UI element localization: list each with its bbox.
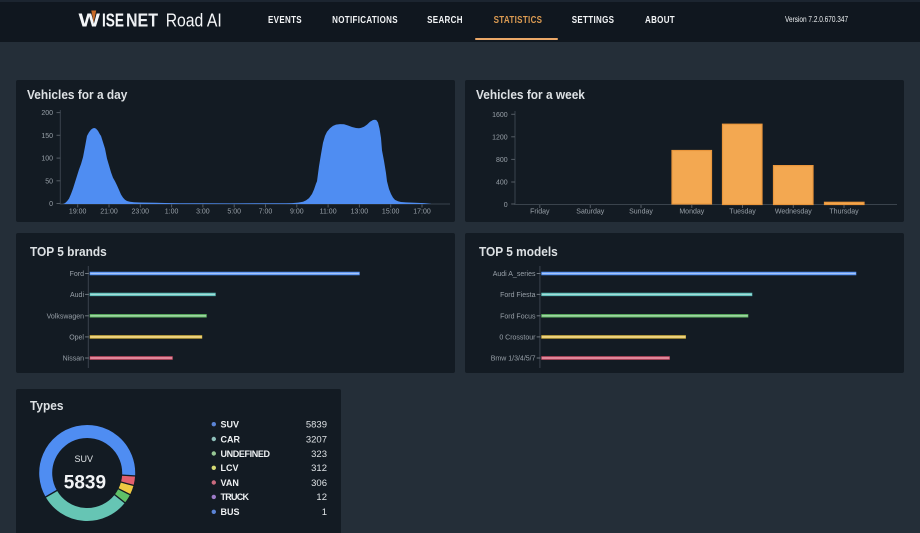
svg-text:50: 50: [45, 178, 53, 185]
svg-text:100: 100: [41, 156, 53, 163]
svg-text:15:00: 15:00: [382, 209, 400, 216]
svg-text:312: 312: [311, 463, 327, 474]
svg-text:Opel: Opel: [69, 334, 84, 341]
svg-text:ISE: ISE: [102, 11, 124, 31]
svg-text:1600: 1600: [492, 112, 508, 119]
svg-text:5839: 5839: [306, 420, 327, 431]
svg-text:Monday: Monday: [679, 209, 704, 216]
svg-text:323: 323: [311, 449, 327, 460]
svg-text:0: 0: [504, 202, 508, 209]
svg-text:150: 150: [41, 133, 53, 140]
svg-text:Audi A_series: Audi A_series: [493, 271, 536, 278]
svg-text:800: 800: [496, 157, 508, 164]
svg-text:13:00: 13:00: [351, 209, 369, 216]
svg-text:1200: 1200: [492, 134, 508, 141]
svg-text:0 Crosstour: 0 Crosstour: [499, 334, 536, 341]
svg-text:NET: NET: [126, 11, 158, 31]
svg-text:Thursday: Thursday: [829, 209, 859, 216]
svg-text:11:00: 11:00: [320, 209, 337, 216]
svg-text:Audi: Audi: [70, 292, 84, 299]
svg-text:W: W: [79, 11, 101, 31]
svg-text:TRUCK: TRUCK: [221, 492, 250, 502]
svg-text:5:00: 5:00: [227, 209, 241, 216]
svg-text:Ford: Ford: [70, 271, 85, 278]
svg-text:0: 0: [49, 201, 53, 208]
svg-text:200: 200: [41, 110, 53, 117]
svg-text:SUV: SUV: [74, 454, 93, 464]
svg-text:7:00: 7:00: [259, 209, 273, 216]
svg-text:VAN: VAN: [221, 478, 239, 488]
svg-text:3:00: 3:00: [196, 209, 210, 216]
svg-text:21:00: 21:00: [100, 209, 118, 216]
svg-text:LCV: LCV: [221, 463, 239, 473]
svg-text:Road AI: Road AI: [166, 11, 222, 31]
svg-text:17:00: 17:00: [413, 209, 431, 216]
svg-text:12: 12: [316, 492, 327, 503]
svg-text:1: 1: [322, 507, 327, 518]
svg-text:Nissan: Nissan: [63, 356, 85, 363]
svg-text:9:00: 9:00: [290, 209, 304, 216]
svg-text:Bmw 1/3/4/5/7: Bmw 1/3/4/5/7: [491, 356, 536, 363]
svg-text:Tuesday: Tuesday: [729, 209, 756, 216]
svg-text:Saturday: Saturday: [576, 209, 605, 216]
svg-text:Sunday: Sunday: [629, 209, 653, 216]
svg-text:Ford Focus: Ford Focus: [500, 313, 536, 320]
svg-text:5839: 5839: [64, 473, 106, 494]
svg-text:BUS: BUS: [221, 507, 240, 517]
svg-text:UNDEFINED: UNDEFINED: [221, 449, 271, 459]
svg-text:306: 306: [311, 478, 327, 489]
svg-text:Friday: Friday: [530, 209, 550, 216]
svg-text:Volkswagen: Volkswagen: [47, 313, 84, 320]
svg-text:3207: 3207: [306, 434, 327, 445]
svg-text:CAR: CAR: [221, 434, 241, 444]
svg-text:Ford Fiesta: Ford Fiesta: [500, 292, 536, 299]
svg-text:SUV: SUV: [221, 420, 240, 430]
svg-text:19:00: 19:00: [69, 209, 87, 216]
svg-text:23:00: 23:00: [132, 209, 150, 216]
svg-text:Wednesday: Wednesday: [775, 209, 812, 216]
svg-text:400: 400: [496, 180, 508, 187]
svg-text:1:00: 1:00: [165, 209, 179, 216]
